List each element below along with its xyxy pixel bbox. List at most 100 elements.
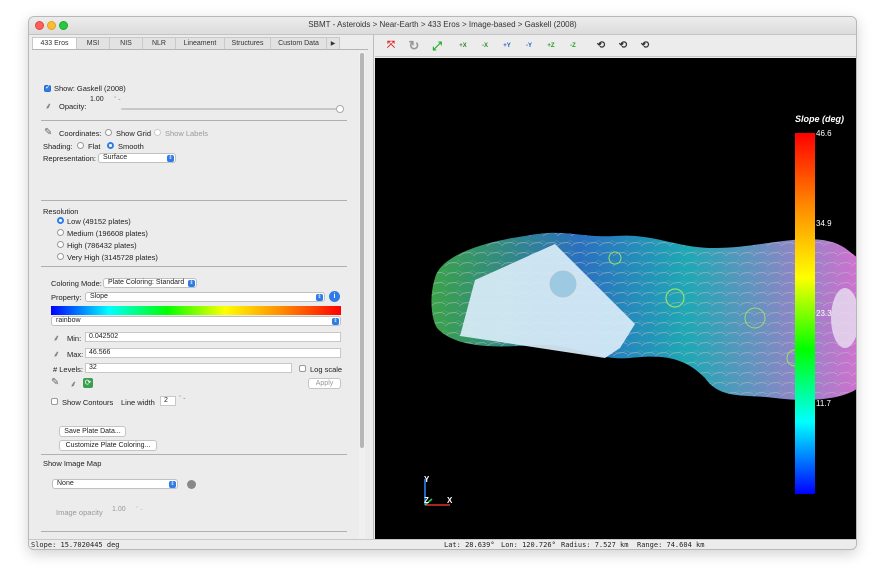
rotate-x-icon[interactable]: ⟲ <box>596 40 606 51</box>
divider <box>41 266 347 267</box>
tab-nis[interactable]: NIS <box>109 37 143 49</box>
coloring-mode-label: Coloring Mode: <box>51 279 102 288</box>
chevron-updown-icon: ⇕ <box>169 481 176 488</box>
log-scale-label: Log scale <box>310 365 343 374</box>
customize-plate-coloring-button[interactable]: Customize Plate Coloring... <box>59 440 157 451</box>
wrench-icon[interactable]: ✎ <box>51 377 60 388</box>
axis-z-label: Z <box>424 496 429 505</box>
pick-icon[interactable]: ⤧ <box>387 40 395 51</box>
opacity-label: Opacity: <box>59 102 87 111</box>
max-field[interactable]: 46.566 <box>85 348 341 358</box>
apply-button[interactable]: Apply <box>308 378 341 389</box>
view-plus-y-button[interactable]: +Y <box>503 43 511 49</box>
window-title: SBMT - Asteroids > Near-Earth > 433 Eros… <box>308 20 577 29</box>
status-slope: Slope: 15.7020445 deg <box>31 541 120 549</box>
opacity-stepper-icon[interactable]: ⌃⌄ <box>113 96 122 102</box>
tabs-more-icon[interactable]: ▶ <box>326 37 340 49</box>
levels-field[interactable]: 32 <box>85 363 292 373</box>
opacity-slider-track[interactable] <box>121 105 344 113</box>
property-select[interactable]: Slope ⇕ <box>85 292 325 302</box>
coloring-mode-value: Plate Coloring: Standard <box>108 279 185 286</box>
divider <box>41 454 347 455</box>
smooth-radio[interactable] <box>107 142 114 149</box>
divider <box>41 531 347 532</box>
axis-y-label: Y <box>424 475 430 484</box>
rotate-z-icon[interactable]: ⟲ <box>640 40 650 51</box>
tab-structures[interactable]: Structures <box>224 37 271 49</box>
log-scale-checkbox[interactable] <box>299 365 306 372</box>
title-bar: SBMT - Asteroids > Near-Earth > 433 Eros… <box>29 17 856 35</box>
asteroid-render[interactable] <box>375 58 857 540</box>
render-viewport[interactable]: Slope (deg) 46.6 34.9 23.3 11.7 Y X Z <box>375 58 857 540</box>
show-labels-radio[interactable] <box>154 129 161 136</box>
chevron-updown-icon: ⇕ <box>188 280 195 287</box>
minimize-window-button[interactable] <box>47 21 56 30</box>
rotate-y-icon[interactable]: ⟲ <box>618 40 628 51</box>
representation-value: Surface <box>103 154 128 161</box>
colormap-select[interactable]: rainbow ⇕ <box>51 316 341 326</box>
opacity-slider-knob[interactable] <box>336 105 344 113</box>
line-width-field[interactable]: 2 <box>160 396 176 406</box>
show-labels-label: Show Labels <box>165 129 208 138</box>
feather-icon: ⸙ <box>45 101 52 111</box>
colormap-preview <box>51 306 341 315</box>
save-plate-data-button[interactable]: Save Plate Data... <box>59 426 126 437</box>
scrollbar-thumb[interactable] <box>360 53 364 448</box>
status-lat: Lat: 28.639° <box>444 541 495 549</box>
resolution-low-label: Low (49152 plates) <box>67 217 131 226</box>
resolution-medium-radio[interactable] <box>57 229 64 236</box>
scale-view-icon[interactable]: ⤢ <box>432 39 442 53</box>
image-map-select[interactable]: None ⇕ <box>52 479 178 489</box>
colorbar-tick-label: 46.6 <box>816 129 832 138</box>
reset-view-icon[interactable]: ↻ <box>408 38 420 53</box>
refresh-icon[interactable]: ⟳ <box>83 378 93 388</box>
image-opacity-stepper-icon[interactable]: ⌃⌄ <box>135 506 144 512</box>
tab-lineament[interactable]: Lineament <box>175 37 225 49</box>
show-shape-checkbox[interactable] <box>44 83 51 92</box>
line-width-stepper-icon[interactable]: ⌃⌄ <box>178 395 187 401</box>
resolution-high-label: High (786432 plates) <box>67 241 137 250</box>
flat-radio[interactable] <box>77 142 84 149</box>
tab-msi[interactable]: MSI <box>76 37 110 49</box>
tab-433-eros[interactable]: 433 Eros <box>32 37 77 49</box>
representation-select[interactable]: Surface ⇕ <box>98 153 176 163</box>
resolution-low-radio[interactable] <box>57 217 64 224</box>
resolution-veryhigh-label: Very High (3145728 plates) <box>67 253 158 262</box>
view-minus-z-button[interactable]: -Z <box>570 43 576 49</box>
view-minus-y-button[interactable]: -Y <box>526 43 532 49</box>
image-overlay <box>460 244 635 358</box>
image-opacity-field[interactable]: 1.00 <box>112 506 126 513</box>
colorbar-tick-label: 23.3 <box>816 309 832 318</box>
image-opacity-label: Image opacity <box>56 508 103 517</box>
maximize-window-button[interactable] <box>59 21 68 30</box>
view-minus-x-button[interactable]: -X <box>482 43 488 49</box>
panel-scrollbar[interactable] <box>359 51 365 540</box>
show-grid-radio[interactable] <box>105 129 112 136</box>
resolution-high-radio[interactable] <box>57 241 64 248</box>
representation-label: Representation: <box>43 154 96 163</box>
tab-nlr[interactable]: NLR <box>142 37 176 49</box>
chevron-updown-icon: ⇕ <box>167 155 174 162</box>
view-plus-x-button[interactable]: +X <box>459 43 467 49</box>
tab-custom-data[interactable]: Custom Data <box>270 37 327 49</box>
chevron-updown-icon: ⇕ <box>316 294 323 301</box>
show-contours-checkbox[interactable] <box>51 398 58 405</box>
view-plus-z-button[interactable]: +Z <box>547 43 555 49</box>
info-icon[interactable]: i <box>329 291 340 302</box>
status-lon: Lon: 120.726° <box>501 541 556 549</box>
divider <box>41 200 347 201</box>
show-contours-label: Show Contours <box>62 398 114 407</box>
wrench-icon: ✎ <box>44 127 53 138</box>
tab-bar: 433 Eros MSI NIS NLR Lineament Structure… <box>32 37 368 50</box>
resolution-veryhigh-radio[interactable] <box>57 253 64 260</box>
opacity-value[interactable]: 1.00 <box>90 96 104 103</box>
coordinates-label: Coordinates: <box>59 129 102 138</box>
close-window-button[interactable] <box>35 21 44 30</box>
coloring-mode-select[interactable]: Plate Coloring: Standard ⇕ <box>103 278 197 288</box>
app-window: SBMT - Asteroids > Near-Earth > 433 Eros… <box>28 16 857 550</box>
feather-icon[interactable]: ⸙ <box>70 379 77 389</box>
feather-icon: ⸙ <box>53 333 60 343</box>
image-map-value: None <box>57 480 74 487</box>
min-field[interactable]: 0.042502 <box>85 332 341 342</box>
crater <box>548 269 578 299</box>
